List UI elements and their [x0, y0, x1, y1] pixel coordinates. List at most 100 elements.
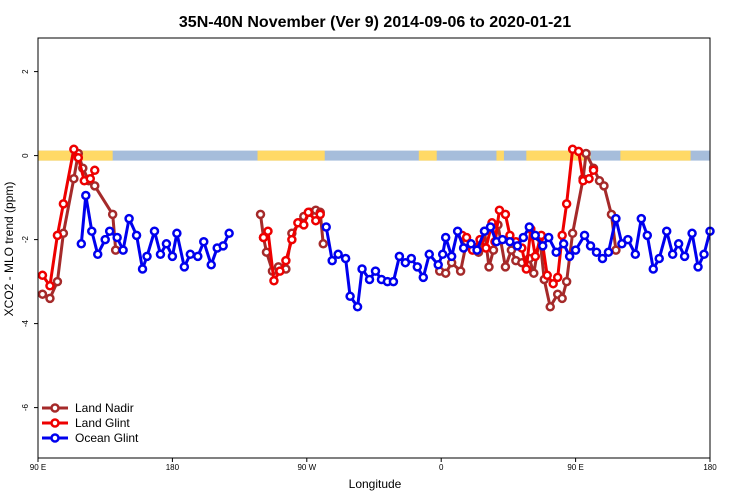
ocean-glint-point-59 — [530, 230, 541, 241]
land-nadir-point-11 — [255, 209, 266, 220]
ocean-glint-point-25 — [321, 222, 331, 232]
land-nadir-point-8 — [89, 181, 100, 191]
ocean-glint-point-52 — [485, 222, 496, 232]
ocean-glint-point-2 — [87, 226, 97, 236]
ocean-glint-point-54 — [497, 234, 508, 245]
land-glint-point-42 — [573, 146, 584, 157]
ocean-glint-point-56 — [512, 241, 523, 251]
land-nadir-point-54 — [611, 245, 621, 255]
x-tick-label: 90 E — [567, 463, 583, 472]
ocean-glint-point-42 — [424, 249, 435, 260]
ocean-glint-point-28 — [340, 253, 351, 264]
ocean-glint-point-58 — [524, 222, 535, 232]
chart-title: 35N-40N November (Ver 9) 2014-09-06 to 2… — [179, 14, 571, 31]
ocean-glint-point-26 — [327, 255, 337, 266]
ocean-glint-point-41 — [418, 272, 429, 283]
ocean-glint-point-30 — [352, 302, 363, 312]
land-segment-0 — [38, 150, 71, 161]
land-glint-point-4 — [69, 144, 79, 155]
land-segment-3 — [418, 150, 437, 161]
x-tick-label: 180 — [166, 463, 180, 472]
ocean-glint-point-5 — [104, 226, 115, 236]
land-glint-point-8 — [89, 165, 100, 176]
ocean-glint-point-82 — [679, 251, 690, 262]
x-tick-label: 90 W — [297, 463, 316, 472]
land-nadir-point-46 — [561, 276, 572, 287]
ocean-glint-point-79 — [661, 226, 672, 236]
land-glint-point-17 — [303, 207, 314, 218]
ocean-glint-point-57 — [518, 232, 529, 243]
ocean-glint-point-50 — [472, 245, 482, 255]
y-tick-label: 2 — [21, 69, 30, 74]
land-glint-point-10 — [263, 226, 273, 236]
land-nadir-point-0 — [37, 289, 48, 299]
land-glint-point-36 — [542, 270, 552, 281]
ocean-glint-point-43 — [433, 260, 443, 270]
land-nadir-point-25 — [440, 268, 451, 278]
land-nadir-line-0 — [41, 152, 118, 300]
land-nadir-point-47 — [567, 228, 578, 239]
ocean-glint-point-76 — [642, 230, 653, 241]
ocean-glint-point-65 — [570, 245, 581, 255]
ocean-glint-point-47 — [452, 226, 463, 236]
ocean-glint-point-75 — [636, 213, 647, 224]
land-glint-point-1 — [45, 281, 55, 291]
ocean-glint-point-81 — [673, 239, 684, 249]
land-glint-point-16 — [299, 220, 309, 230]
ocean-glint-point-15 — [167, 251, 178, 262]
ocean-glint-point-78 — [654, 253, 664, 264]
ocean-glint-point-33 — [370, 266, 381, 276]
ocean-glint-point-6 — [112, 232, 122, 243]
land-glint-point-19 — [315, 209, 325, 220]
ocean-glint-point-40 — [412, 262, 423, 272]
land-glint-point-2 — [52, 230, 63, 241]
ocean-glint-point-1 — [81, 190, 91, 201]
ocean-glint-point-69 — [597, 253, 608, 264]
ocean-glint-point-36 — [388, 276, 399, 287]
land-glint-point-37 — [548, 278, 558, 289]
land-glint-point-39 — [557, 230, 567, 241]
ocean-glint-point-9 — [131, 230, 142, 241]
x-tick-label: 180 — [703, 463, 717, 472]
ocean-glint-point-3 — [92, 249, 103, 260]
x-tick-label: 90 E — [30, 463, 46, 472]
ocean-glint-point-85 — [699, 249, 709, 260]
land-glint-point-38 — [552, 272, 563, 283]
ocean-glint-point-80 — [667, 249, 678, 260]
land-nadir-point-33 — [488, 245, 499, 255]
ocean-strip — [38, 150, 710, 161]
land-nadir-point-45 — [557, 293, 567, 304]
x-axis: 90 E 180 90 W 0 90 E 180 — [30, 458, 717, 472]
ocean-glint-point-70 — [603, 247, 614, 257]
ocean-glint-point-32 — [364, 274, 375, 285]
ocean-glint-point-49 — [466, 239, 476, 249]
ocean-glint-point-73 — [623, 234, 633, 245]
ocean-glint-point-63 — [558, 239, 569, 249]
land-glint-point-32 — [521, 264, 532, 274]
land-glint-point-21 — [461, 232, 472, 243]
land-nadir-point-23 — [318, 239, 328, 249]
land-glint-line-2 — [461, 147, 595, 286]
land-nadir-point-32 — [484, 262, 494, 272]
y-tick-label: -4 — [21, 319, 30, 327]
land-glint-point-44 — [584, 173, 594, 184]
ocean-glint-point-4 — [100, 234, 110, 245]
land-nadir-point-43 — [545, 302, 555, 312]
ocean-glint-point-67 — [585, 241, 596, 251]
ocean-glint-point-21 — [206, 260, 216, 270]
land-nadir-point-1 — [45, 293, 55, 304]
ocean-glint-point-39 — [406, 253, 417, 264]
land-glint-point-18 — [311, 215, 321, 226]
ocean-glint-point-60 — [537, 241, 548, 251]
ocean-glint-point-71 — [611, 213, 621, 224]
land-segment-2 — [257, 150, 325, 161]
ocean-glint-point-37 — [394, 251, 405, 262]
ocean-glint-point-14 — [161, 239, 172, 249]
ocean-glint-point-31 — [357, 264, 367, 274]
land-glint-point-34 — [530, 251, 541, 262]
plot-frame — [37, 37, 711, 459]
land-nadir-point-4 — [69, 173, 79, 184]
land-glint-point-24 — [481, 243, 491, 253]
